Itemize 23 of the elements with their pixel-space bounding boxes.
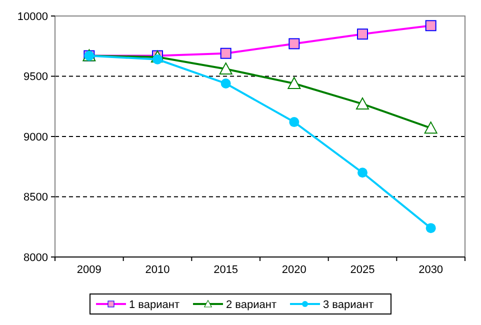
point: [424, 122, 438, 134]
y-tick-label: 9500: [24, 71, 48, 84]
point: [426, 223, 436, 234]
x-tick-label: 2025: [350, 264, 375, 276]
x-tick-label: 2009: [76, 264, 102, 276]
point: [356, 97, 369, 110]
y-tick-label: 8000: [24, 252, 48, 264]
point: [152, 54, 162, 64]
y-tick-label: 8500: [24, 192, 48, 204]
x-tick-label: 2030: [418, 264, 444, 276]
legend-label: 1 вариант: [129, 298, 180, 311]
x-tick-label: 2015: [214, 264, 238, 276]
point: [358, 168, 368, 178]
point: [220, 78, 231, 88]
x-tick-label: 2010: [145, 264, 170, 276]
y-tick-label: 10000: [17, 10, 48, 23]
x-tick-label: 2020: [282, 264, 306, 276]
point: [288, 76, 301, 89]
legend-label: 3 вариант: [323, 298, 374, 311]
legend-label: 2 вариант: [226, 298, 277, 311]
point: [219, 62, 232, 75]
point: [289, 117, 300, 128]
y-tick-label: 9000: [24, 131, 48, 144]
